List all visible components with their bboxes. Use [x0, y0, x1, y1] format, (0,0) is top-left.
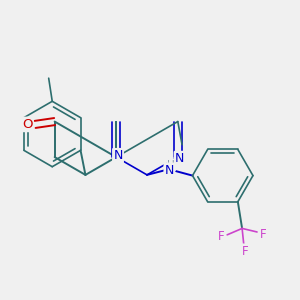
Text: H: H: [167, 160, 175, 170]
Text: O: O: [22, 118, 32, 131]
Text: N: N: [175, 152, 184, 165]
Text: N: N: [165, 164, 174, 177]
Text: F: F: [218, 230, 225, 244]
Text: F: F: [242, 245, 248, 258]
Text: N: N: [113, 149, 123, 162]
Text: F: F: [260, 228, 266, 241]
